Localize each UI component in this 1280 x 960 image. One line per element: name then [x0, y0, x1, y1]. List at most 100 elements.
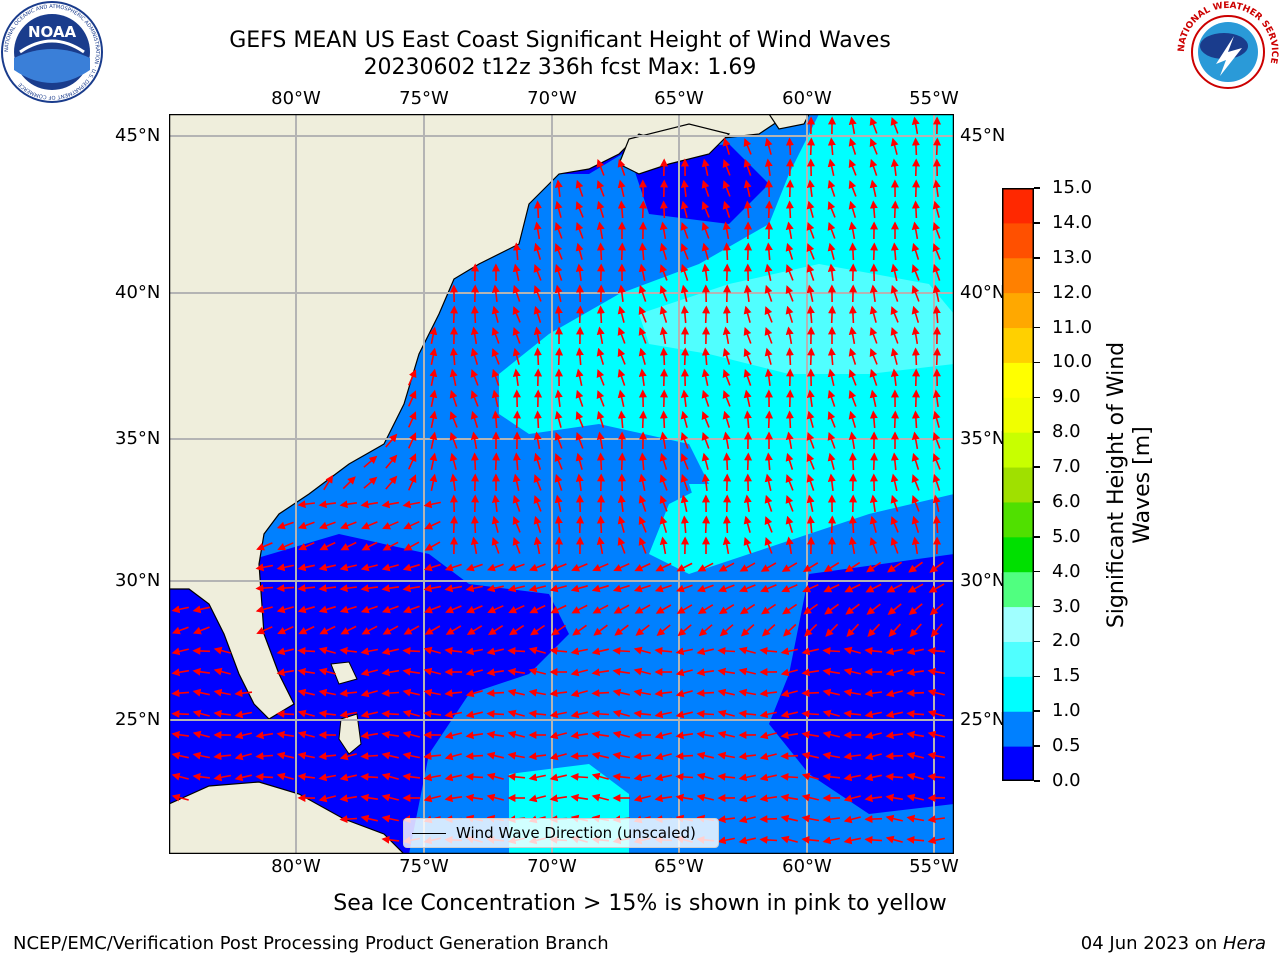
wave-direction-arrow [470, 431, 479, 450]
wave-direction-arrow [340, 625, 357, 635]
wave-direction-arrow [550, 563, 567, 572]
wave-direction-arrow [385, 454, 398, 469]
wave-direction-arrow [929, 603, 944, 616]
wave-direction-arrow [617, 158, 626, 176]
wave-direction-arrow [612, 688, 630, 697]
wave-direction-arrow [298, 625, 315, 635]
wave-direction-arrow [785, 347, 794, 366]
wave-direction-arrow [911, 474, 920, 491]
wave-direction-arrow [890, 537, 899, 554]
wave-direction-arrow [655, 562, 672, 572]
wave-direction-arrow [297, 772, 315, 781]
wave-direction-arrow [360, 689, 378, 698]
wave-direction-arrow [848, 221, 857, 240]
wave-direction-arrow [491, 348, 500, 365]
wave-direction-arrow [932, 453, 941, 470]
wave-direction-arrow [759, 731, 777, 740]
wave-direction-arrow [575, 179, 584, 197]
wave-direction-arrow [781, 562, 798, 572]
wave-direction-arrow [508, 624, 525, 636]
wave-direction-arrow [528, 584, 546, 593]
wave-direction-arrow [470, 305, 479, 324]
wave-direction-arrow [596, 452, 605, 471]
wave-direction-arrow [696, 730, 715, 739]
wave-direction-arrow [423, 584, 442, 593]
colorbar-segment [1002, 257, 1034, 294]
wave-direction-arrow [654, 794, 673, 803]
wave-direction-arrow [339, 815, 358, 824]
wave-direction-arrow [533, 431, 542, 450]
wave-direction-arrow [570, 710, 588, 719]
wave-direction-arrow [234, 689, 253, 698]
wave-direction-arrow [659, 474, 668, 491]
wave-direction-arrow [780, 731, 799, 740]
wave-direction-arrow [407, 390, 417, 407]
wave-direction-arrow [824, 603, 839, 615]
wave-direction-arrow [339, 689, 358, 698]
colorbar-segment [1002, 327, 1034, 363]
wave-direction-arrow [764, 158, 773, 177]
wave-direction-arrow [801, 751, 819, 760]
wave-direction-arrow [680, 222, 689, 239]
colorbar-tick-label: 15.0 [1052, 177, 1093, 198]
wave-direction-arrow [465, 710, 483, 719]
wave-direction-arrow [717, 709, 735, 718]
wave-direction-arrow [533, 536, 542, 555]
wave-direction-arrow [785, 326, 794, 345]
wave-direction-arrow [470, 515, 479, 534]
colorbar-tick-mark [1034, 675, 1040, 678]
wave-direction-arrow [507, 751, 525, 760]
wave-direction-arrow [743, 305, 752, 323]
wave-direction-arrow [911, 326, 920, 345]
wave-direction-arrow [213, 752, 232, 761]
lon-label-top: 60°W [782, 88, 832, 109]
wave-direction-arrow [827, 473, 836, 492]
wave-direction-arrow [869, 327, 878, 344]
wave-direction-arrow [171, 709, 190, 718]
wave-direction-arrow [612, 584, 630, 593]
colorbar-tick-mark [1034, 780, 1040, 782]
wave-direction-arrow [470, 326, 479, 345]
wave-direction-arrow [507, 772, 526, 781]
wave-direction-arrow [424, 625, 441, 635]
wave-direction-arrow [827, 411, 836, 428]
wave-direction-arrow [864, 689, 883, 698]
wave-direction-arrow [911, 264, 920, 281]
wave-direction-arrow [486, 709, 505, 718]
wave-direction-arrow [575, 222, 584, 239]
wave-direction-arrow [444, 752, 462, 761]
noaa-logo: NOAA NATIONAL OCEANIC AND ATMOSPHERIC AD… [0, 0, 104, 104]
wave-direction-arrow [697, 584, 714, 593]
wave-direction-arrow [465, 689, 483, 698]
wave-direction-arrow [276, 647, 294, 656]
wave-direction-arrow [911, 242, 920, 260]
wave-direction-arrow [718, 604, 735, 615]
wave-direction-arrow [449, 432, 458, 449]
wave-direction-arrow [780, 814, 798, 823]
wave-direction-arrow [654, 731, 672, 740]
wave-direction-arrow [848, 116, 857, 135]
wave-direction-arrow [822, 772, 841, 781]
wave-direction-arrow [722, 180, 731, 197]
wave-direction-arrow [743, 537, 752, 554]
wave-direction-arrow [890, 158, 899, 177]
wave-direction-arrow [528, 667, 546, 676]
wave-direction-arrow [192, 772, 210, 781]
wave-direction-arrow [549, 752, 567, 761]
colorbar-tick-mark [1034, 710, 1040, 712]
wave-direction-arrow [822, 815, 841, 824]
wave-direction-arrow [785, 137, 794, 156]
wave-direction-arrow [911, 347, 920, 366]
wave-direction-arrow [192, 688, 210, 697]
wave-direction-arrow [659, 515, 668, 533]
wave-direction-arrow [827, 263, 836, 282]
wave-direction-arrow [702, 305, 711, 324]
wave-direction-arrow [470, 347, 479, 365]
wave-direction-arrow [761, 603, 777, 615]
colorbar-tick-label: 13.0 [1052, 246, 1093, 268]
wave-direction-arrow [702, 515, 711, 534]
wave-direction-arrow [465, 793, 484, 802]
wave-direction-arrow [596, 347, 605, 365]
wave-direction-arrow [639, 200, 648, 219]
lon-label-top: 55°W [909, 88, 959, 109]
